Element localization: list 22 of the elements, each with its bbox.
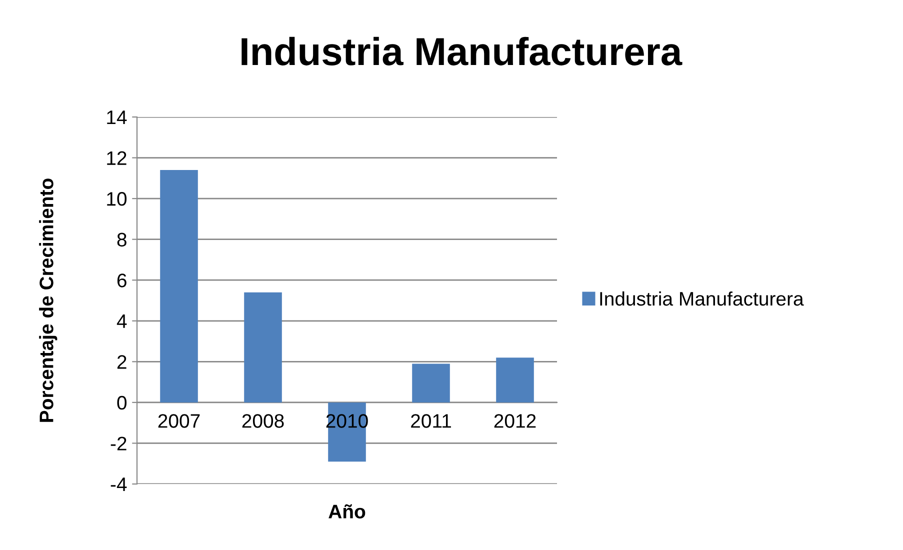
y-tick-label: 10 <box>107 192 127 206</box>
y-tick-label: -4 <box>110 478 127 492</box>
y-tick-label: 12 <box>107 151 126 165</box>
y-axis-title: Porcentaje de Crecimiento <box>39 178 58 422</box>
bar <box>244 292 282 402</box>
x-tick-label: 2011 <box>411 414 451 428</box>
y-tick-label: 2 <box>117 355 126 369</box>
x-tick-label: 2008 <box>242 414 284 428</box>
y-tick-label: 0 <box>117 396 127 410</box>
bar <box>496 358 534 402</box>
legend-label: Industria Manufacturera <box>600 291 804 306</box>
bar <box>412 364 450 402</box>
x-axis-title: Año <box>328 504 366 518</box>
x-tick-label: 2012 <box>494 414 536 428</box>
bar <box>160 170 198 402</box>
x-tick-label: 2007 <box>158 414 200 428</box>
y-tick-label: 4 <box>116 314 127 328</box>
y-tick-label: -2 <box>110 436 126 450</box>
y-tick-label: 6 <box>117 274 126 288</box>
y-tick-label: 8 <box>117 232 126 247</box>
y-tick-label: 14 <box>107 110 127 124</box>
chart-title: Industria Manufacturera <box>242 36 682 66</box>
